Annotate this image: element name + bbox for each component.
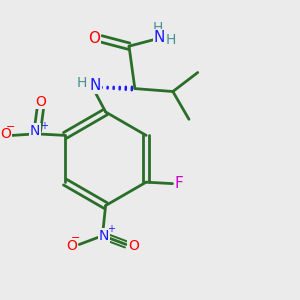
Text: +: + (40, 121, 48, 131)
Text: H: H (77, 76, 87, 90)
Text: N: N (90, 78, 101, 93)
Text: −: − (6, 122, 15, 132)
Text: F: F (175, 176, 183, 191)
Text: O: O (1, 127, 11, 141)
Text: −: − (71, 233, 80, 243)
Text: O: O (35, 95, 46, 109)
Text: +: + (107, 224, 115, 234)
Text: O: O (67, 239, 77, 253)
Text: H: H (152, 21, 163, 35)
Text: O: O (88, 32, 100, 46)
Text: O: O (128, 239, 139, 253)
Text: N: N (99, 229, 109, 243)
Text: H: H (166, 33, 176, 47)
Text: N: N (30, 124, 40, 138)
Text: N: N (153, 30, 165, 45)
